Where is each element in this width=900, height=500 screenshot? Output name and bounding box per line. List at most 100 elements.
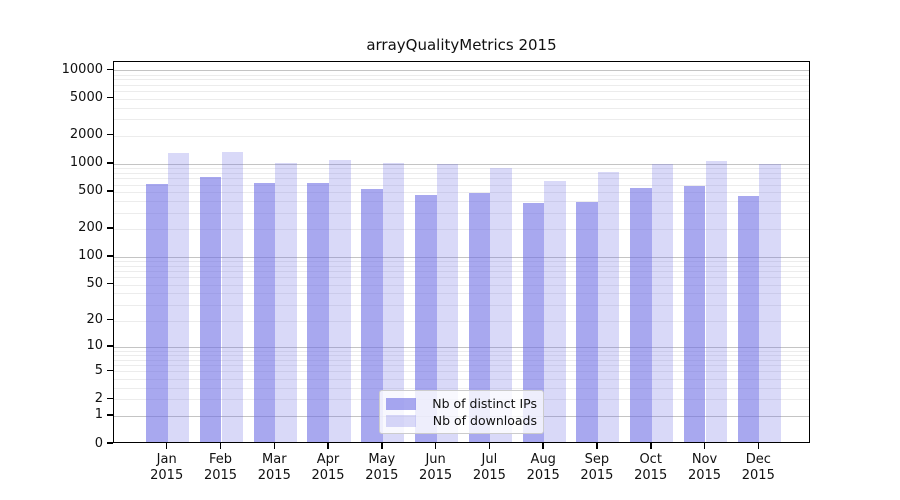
x-tick-label-may: May 2015 — [365, 452, 399, 483]
x-tick-mark-mar — [273, 443, 275, 449]
x-tick-mark-aug — [542, 443, 544, 449]
x-tick-mark-dec — [757, 443, 759, 449]
bar-distinct-ips-jun — [415, 195, 437, 442]
bar-distinct-ips-sep — [576, 202, 598, 442]
bar-downloads-mar — [275, 163, 297, 442]
x-tick-mark-jul — [488, 443, 491, 449]
bar-downloads-nov — [705, 161, 728, 442]
gridline-minor-6 — [114, 365, 809, 367]
x-tick-mark-jan — [165, 443, 168, 449]
bar-distinct-ips-jul — [468, 192, 491, 442]
x-tick-mark-apr — [327, 443, 329, 449]
gridline-minor-40 — [114, 293, 809, 295]
bar-downloads-jan — [167, 153, 190, 442]
y-tick-mark-50 — [107, 282, 113, 285]
gridline-minor-800 — [114, 172, 809, 174]
x-tick-label-jan: Jan 2015 — [150, 452, 184, 483]
gridline-minor-8 — [114, 354, 809, 356]
gridline-major-10000 — [114, 70, 809, 72]
bar-distinct-ips-aug — [522, 203, 545, 442]
gridline-minor-30 — [114, 304, 809, 306]
plot-area — [113, 61, 810, 443]
bar-downloads-feb — [221, 151, 244, 442]
gridline-minor-6000 — [114, 91, 809, 93]
x-tick-label-oct: Oct 2015 — [634, 452, 668, 483]
gridline-minor-7000 — [114, 84, 809, 86]
bar-downloads-aug — [544, 180, 566, 442]
y-tick-mark-20 — [107, 318, 113, 321]
legend: Nb of distinct IPs Nb of downloads — [379, 390, 544, 434]
gridline-minor-700 — [114, 178, 809, 180]
y-tick-mark-2000 — [107, 133, 113, 136]
x-tick-label-dec: Dec 2015 — [741, 452, 775, 483]
x-tick-label-aug: Aug 2015 — [526, 452, 560, 483]
bar-distinct-ips-may — [361, 189, 383, 442]
y-tick-label-1000: 1000 — [69, 155, 103, 171]
gridline-minor-7 — [114, 359, 809, 361]
y-tick-label-2: 2 — [94, 390, 103, 406]
bar-distinct-ips-feb — [199, 177, 222, 442]
gridline-minor-50 — [114, 284, 809, 286]
legend-swatch-distinct-ips — [386, 397, 416, 410]
y-tick-label-0: 0 — [94, 435, 103, 451]
y-tick-mark-10 — [107, 345, 113, 347]
y-tick-mark-1000 — [107, 162, 113, 164]
y-tick-label-5000: 5000 — [69, 90, 103, 105]
gridline-minor-4 — [114, 378, 809, 380]
gridline-minor-8000 — [114, 79, 809, 81]
y-tick-label-100: 100 — [78, 248, 103, 264]
gridline-minor-9 — [114, 350, 809, 352]
x-tick-mark-nov — [703, 443, 706, 449]
gridline-minor-5000 — [114, 98, 809, 100]
legend-item-downloads: Nb of downloads — [386, 412, 537, 429]
bar-distinct-ips-dec — [737, 195, 760, 442]
x-tick-mark-oct — [650, 443, 652, 449]
gridline-minor-600 — [114, 184, 809, 186]
y-tick-label-2000: 2000 — [69, 127, 103, 143]
legend-item-distinct-ips: Nb of distinct IPs — [386, 395, 537, 412]
gridline-major-10 — [114, 346, 809, 348]
gridline-major-1000 — [114, 163, 809, 165]
y-tick-mark-10000 — [107, 68, 113, 71]
gridline-minor-3000 — [114, 119, 809, 121]
x-tick-mark-sep — [596, 443, 598, 449]
bar-downloads-jul — [490, 167, 512, 442]
x-tick-label-jun: Jun 2015 — [419, 452, 453, 483]
bar-distinct-ips-mar — [253, 182, 276, 442]
y-tick-mark-1 — [107, 414, 113, 416]
bar-distinct-ips-apr — [307, 183, 329, 442]
bar-downloads-sep — [597, 172, 620, 442]
x-tick-mark-jun — [434, 443, 437, 449]
y-tick-label-10000: 10000 — [61, 61, 103, 77]
y-tick-mark-5 — [107, 369, 113, 372]
y-tick-mark-0 — [107, 442, 113, 444]
bar-distinct-ips-jan — [146, 183, 168, 442]
gridline-minor-500 — [114, 191, 809, 193]
gridline-minor-300 — [114, 212, 809, 214]
x-tick-label-mar: Mar 2015 — [257, 452, 291, 483]
x-tick-mark-feb — [219, 443, 222, 449]
y-tick-label-1: 1 — [94, 407, 103, 423]
legend-swatch-downloads — [386, 414, 416, 427]
gridline-minor-9000 — [114, 74, 809, 76]
x-tick-label-sep: Sep 2015 — [580, 452, 614, 483]
gridline-minor-90 — [114, 261, 809, 262]
gridline-minor-5 — [114, 371, 809, 373]
gridline-minor-900 — [114, 168, 809, 169]
y-tick-label-200: 200 — [78, 220, 103, 236]
bar-downloads-apr — [329, 159, 351, 442]
x-tick-label-apr: Apr 2015 — [311, 452, 345, 483]
y-tick-label-10: 10 — [86, 338, 103, 354]
gridline-minor-4000 — [114, 107, 809, 109]
y-tick-mark-200 — [107, 227, 113, 229]
gridline-minor-400 — [114, 200, 809, 202]
gridline-minor-2000 — [114, 135, 809, 137]
y-tick-mark-5000 — [107, 96, 113, 99]
y-tick-mark-2 — [107, 397, 113, 400]
y-tick-label-50: 50 — [86, 276, 103, 291]
bar-downloads-oct — [651, 164, 674, 442]
gridline-minor-20 — [114, 320, 809, 322]
x-tick-mark-may — [381, 443, 383, 449]
y-tick-label-500: 500 — [78, 183, 103, 199]
